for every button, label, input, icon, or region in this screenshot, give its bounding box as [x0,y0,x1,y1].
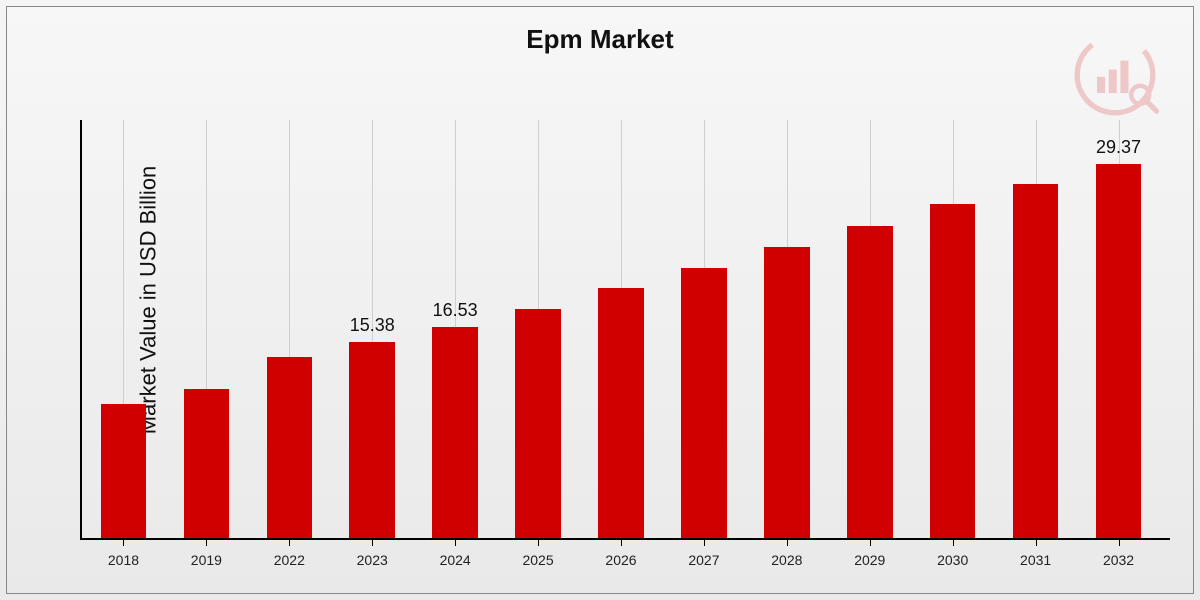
x-axis-label: 2029 [854,552,885,568]
x-tick [621,538,622,546]
x-tick [123,538,124,546]
x-axis-label: 2024 [440,552,471,568]
x-axis-label: 2019 [191,552,222,568]
bar [1096,164,1142,538]
x-axis-label: 2022 [274,552,305,568]
bar [349,342,395,538]
x-tick [870,538,871,546]
x-tick [455,538,456,546]
x-tick [1119,538,1120,546]
bar [184,389,230,538]
x-tick [372,538,373,546]
bar [598,288,644,538]
bar [101,404,147,538]
bar-value-label: 29.37 [1096,137,1141,158]
x-tick [1036,538,1037,546]
x-axis-label: 2023 [357,552,388,568]
x-tick [206,538,207,546]
x-tick [953,538,954,546]
x-axis-label: 2018 [108,552,139,568]
x-axis-label: 2025 [522,552,553,568]
x-axis-label: 2027 [688,552,719,568]
watermark-logo-icon [1070,30,1160,120]
bar-value-label: 16.53 [433,300,478,321]
bar [930,204,976,538]
x-axis-label: 2031 [1020,552,1051,568]
bar [515,309,561,539]
x-axis-label: 2032 [1103,552,1134,568]
bar [764,247,810,538]
x-axis-label: 2030 [937,552,968,568]
bar [267,357,313,538]
plot-area: 201820192022202315.38202416.532025202620… [80,120,1170,540]
chart-title: Epm Market [0,24,1200,55]
x-axis-label: 2028 [771,552,802,568]
bar [847,226,893,538]
bar [681,268,727,538]
x-tick [787,538,788,546]
x-axis-label: 2026 [605,552,636,568]
x-tick [538,538,539,546]
bar-value-label: 15.38 [350,315,395,336]
x-tick [704,538,705,546]
bar [432,327,478,538]
x-tick [289,538,290,546]
bar [1013,184,1059,538]
